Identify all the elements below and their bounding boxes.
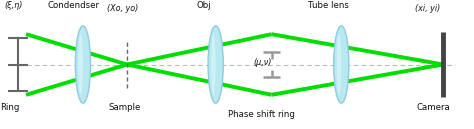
Text: (ξ,η): (ξ,η) [5, 1, 23, 10]
Text: (Xo, yo): (Xo, yo) [107, 4, 138, 13]
Ellipse shape [334, 26, 349, 103]
Text: (xi, yi): (xi, yi) [415, 4, 440, 13]
Text: Camera: Camera [416, 103, 450, 112]
Text: Obj: Obj [197, 1, 211, 10]
Ellipse shape [78, 34, 83, 95]
Ellipse shape [208, 26, 223, 103]
Text: Tube lens: Tube lens [308, 1, 349, 10]
Ellipse shape [75, 26, 91, 103]
Text: (μ,ν): (μ,ν) [254, 58, 272, 67]
Text: Condendser: Condendser [47, 1, 100, 10]
Text: Phase shift ring: Phase shift ring [228, 110, 294, 119]
Ellipse shape [211, 34, 216, 95]
Ellipse shape [337, 34, 341, 95]
Text: Sample: Sample [108, 103, 140, 112]
Text: Ring: Ring [0, 103, 19, 112]
